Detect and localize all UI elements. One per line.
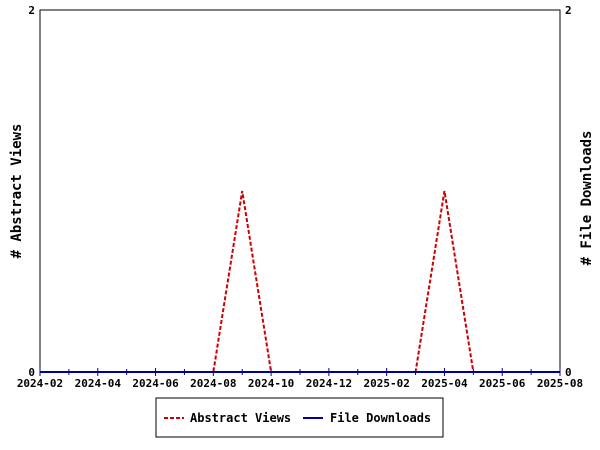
y-tick-left-bottom: 0	[28, 366, 35, 379]
legend-label-file-downloads: File Downloads	[330, 411, 431, 425]
x-tick-label: 2024-12	[306, 377, 352, 390]
x-tick-label: 2024-04	[75, 377, 122, 390]
x-tick-label: 2024-06	[132, 377, 179, 390]
x-tick-label: 2024-02	[17, 377, 63, 390]
legend-box	[155, 397, 444, 438]
legend: Abstract Views File Downloads	[155, 397, 444, 438]
x-tick-labels: 2024-02 2024-04 2024-06 2024-08 2024-10 2024-…	[17, 377, 583, 390]
y-tick-left-top: 2	[28, 4, 35, 17]
x-tick-label: 2025-02	[363, 377, 409, 390]
series-group	[40, 190, 560, 373]
x-tick-label: 2024-08	[190, 377, 236, 390]
y-tick-right-bottom: 0	[565, 366, 572, 379]
legend-label-abstract-views: Abstract Views	[190, 411, 291, 425]
y-axis-title-right: # File Downloads	[579, 131, 595, 266]
x-tick-label: 2025-06	[479, 377, 526, 390]
plot-area	[39, 9, 561, 373]
y-tick-right-top: 2	[565, 4, 572, 17]
y-axis-title-left: # Abstract Views	[9, 124, 25, 259]
x-tick-label: 2024-10	[248, 377, 294, 390]
x-tick-label: 2025-04	[421, 377, 468, 390]
x-tick-label: 2025-08	[537, 377, 583, 390]
